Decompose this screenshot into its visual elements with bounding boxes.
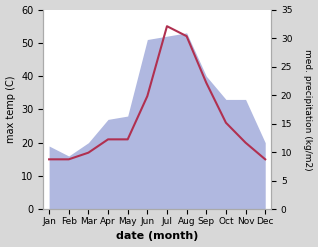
Y-axis label: max temp (C): max temp (C) <box>5 76 16 143</box>
Y-axis label: med. precipitation (kg/m2): med. precipitation (kg/m2) <box>303 49 313 170</box>
X-axis label: date (month): date (month) <box>116 231 198 242</box>
